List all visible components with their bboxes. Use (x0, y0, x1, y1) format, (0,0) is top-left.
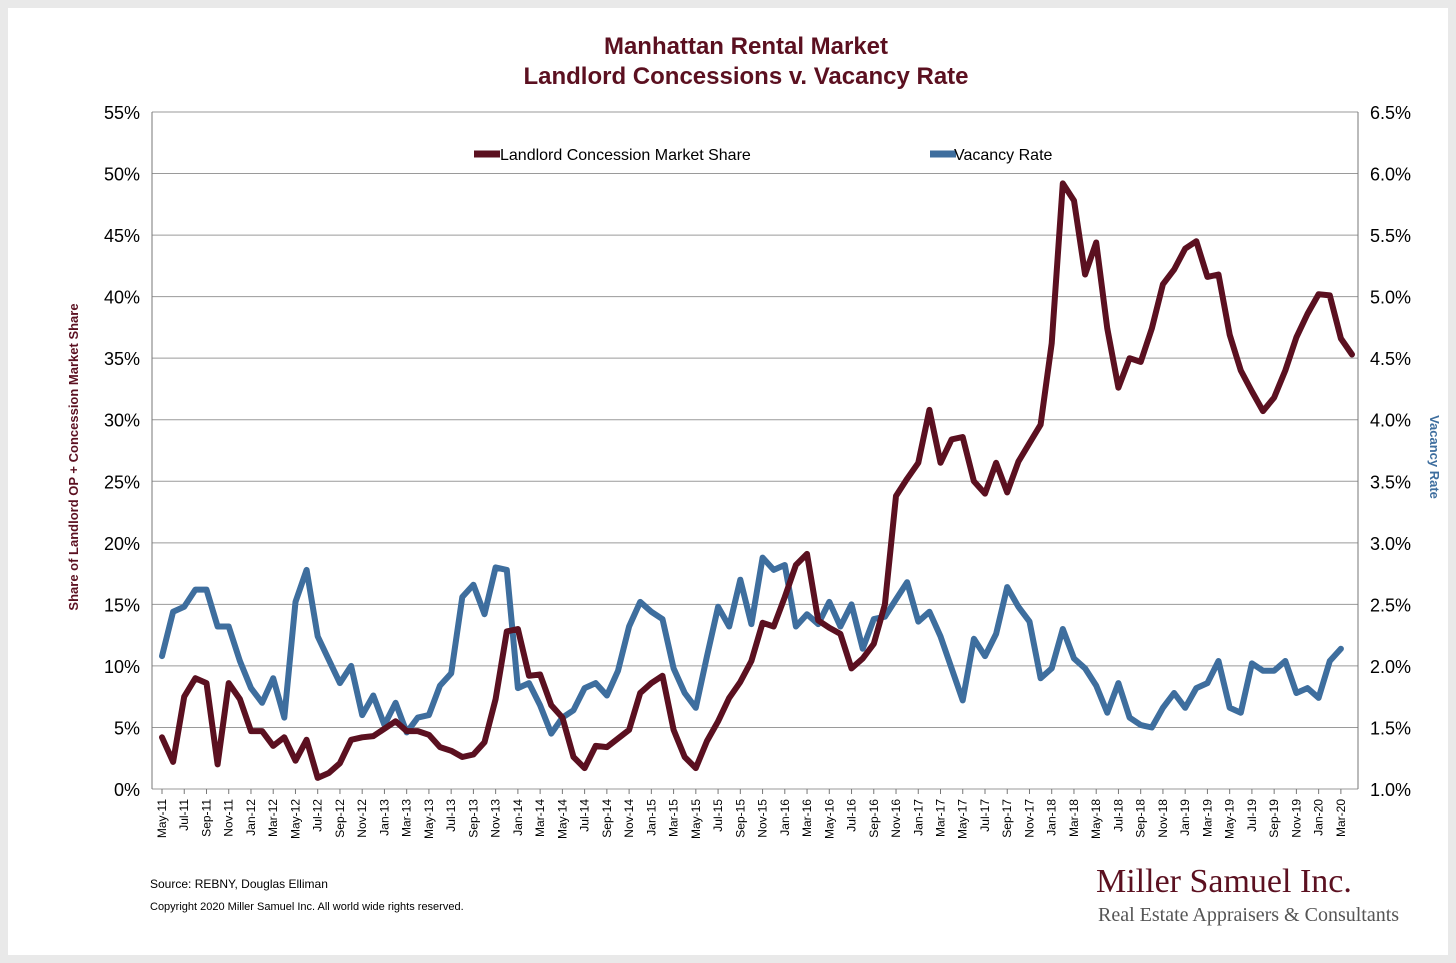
x-tick-label: May-13 (422, 799, 436, 839)
right-axis-label: Vacancy Rate (1427, 415, 1442, 499)
x-tick-label: Mar-15 (667, 799, 681, 837)
x-tick-label: Jan-19 (1178, 799, 1192, 836)
left-tick-label: 30% (104, 411, 140, 431)
left-axis-ticks: 0% 5% 10% 15% 20% 25% 30% 35% 40% 45% 50% 55% (104, 103, 140, 800)
x-tick-label: Jul-13 (444, 799, 458, 832)
x-tick-label: Jul-18 (1111, 799, 1125, 832)
left-tick-label: 5% (114, 718, 140, 738)
left-axis-label: Share of Landlord OP + Concession Market… (66, 303, 81, 610)
x-tick-label: Nov-15 (756, 799, 770, 838)
right-tick-label: 3.5% (1370, 472, 1411, 492)
x-tick-label: Jul-12 (311, 799, 325, 832)
series-lines (159, 180, 1355, 781)
left-tick-label: 10% (104, 657, 140, 677)
x-tick-label: May-11 (155, 799, 169, 838)
x-tick-label: May-16 (822, 799, 836, 839)
logo-title: Miller Samuel Inc. (1096, 863, 1352, 900)
chart-svg: Manhattan Rental Market Landlord Concess… (66, 33, 1442, 926)
x-tick-label: Jul-11 (177, 799, 191, 831)
x-tick-label: Nov-17 (1022, 799, 1036, 838)
x-tick-label: Jan-14 (511, 799, 525, 836)
x-tick-label: Jul-16 (845, 799, 859, 832)
x-tick-label: Mar-13 (400, 799, 414, 837)
x-tick-label: May-18 (1089, 799, 1103, 839)
chart-title: Manhattan Rental Market (604, 33, 888, 60)
x-tick-label: Jan-20 (1312, 799, 1326, 836)
right-tick-label: 2.5% (1370, 595, 1411, 615)
x-tick-label: May-12 (288, 799, 302, 839)
left-tick-label: 40% (104, 288, 140, 308)
right-tick-label: 4.5% (1370, 349, 1411, 369)
x-tick-label: Jul-15 (711, 799, 725, 832)
x-tick-label: Nov-14 (622, 799, 636, 838)
x-tick-label: Jul-14 (578, 799, 592, 832)
x-tick-label: May-19 (1223, 799, 1237, 839)
copyright-note: Copyright 2020 Miller Samuel Inc. All wo… (150, 901, 464, 913)
x-tick-label: Sep-13 (466, 799, 480, 838)
x-tick-label: Jan-18 (1045, 799, 1059, 836)
x-tick-label: Mar-17 (934, 799, 948, 837)
left-tick-label: 55% (104, 103, 140, 123)
x-tick-label: Mar-14 (533, 799, 547, 837)
x-tick-label: Sep-12 (333, 799, 347, 838)
x-tick-label: Sep-17 (1000, 799, 1014, 838)
x-tick-label: Mar-20 (1334, 799, 1348, 837)
x-tick-label: Nov-13 (489, 799, 503, 838)
left-tick-label: 25% (104, 472, 140, 492)
legend: Landlord Concession Market Share Vacancy… (474, 147, 1053, 164)
x-tick-label: Jan-17 (911, 799, 925, 836)
logo-subtitle: Real Estate Appraisers & Consultants (1098, 904, 1399, 926)
gridlines (152, 111, 1358, 790)
x-tick-label: Sep-11 (199, 799, 213, 837)
left-tick-label: 15% (104, 595, 140, 615)
right-tick-label: 1.0% (1370, 780, 1411, 800)
x-tick-label: Sep-19 (1267, 799, 1281, 838)
x-tick-label: Nov-12 (355, 799, 369, 838)
x-tick-label: May-17 (956, 799, 970, 839)
right-tick-label: 4.0% (1370, 411, 1411, 431)
x-tick-label: Jan-16 (778, 799, 792, 836)
x-tick-label: Mar-19 (1200, 799, 1214, 837)
left-tick-label: 20% (104, 534, 140, 554)
right-tick-label: 6.0% (1370, 165, 1411, 185)
x-tick-label: May-15 (689, 799, 703, 839)
left-tick-label: 35% (104, 349, 140, 369)
x-tick-label: Jul-17 (978, 799, 992, 832)
left-tick-label: 45% (104, 226, 140, 246)
concession-share-line (159, 180, 1355, 781)
x-axis-ticks: May-11 Jul-11 Sep-11 Nov-11 Jan-12 Mar-12 May-… (155, 789, 1348, 839)
chart-subtitle: Landlord Concessions v. Vacancy Rate (523, 63, 968, 90)
right-tick-label: 2.0% (1370, 657, 1411, 677)
legend-label-concession: Landlord Concession Market Share (500, 147, 751, 164)
right-axis-ticks: 1.0% 1.5% 2.0% 2.5% 3.0% 3.5% 4.0% 4.5% 5.0% 5.5%… (1370, 103, 1411, 800)
x-tick-label: Mar-12 (266, 799, 280, 837)
x-tick-label: Jan-12 (244, 799, 258, 836)
x-tick-label: Sep-14 (600, 799, 614, 838)
right-tick-label: 1.5% (1370, 718, 1411, 738)
x-tick-label: Jan-15 (644, 799, 658, 836)
x-tick-label: Jan-13 (377, 799, 391, 836)
x-tick-label: Sep-16 (867, 799, 881, 838)
x-tick-label: Nov-19 (1289, 799, 1303, 838)
left-tick-label: 0% (114, 780, 140, 800)
right-tick-label: 3.0% (1370, 534, 1411, 554)
axes (151, 112, 1359, 789)
source-note: Source: REBNY, Douglas Elliman (150, 877, 328, 891)
x-tick-label: Sep-15 (733, 799, 747, 838)
right-tick-label: 5.0% (1370, 288, 1411, 308)
right-tick-label: 5.5% (1370, 226, 1411, 246)
x-tick-label: Jul-19 (1245, 799, 1259, 832)
x-tick-label: Mar-16 (800, 799, 814, 837)
vacancy-rate-line (159, 554, 1344, 737)
x-tick-label: May-14 (555, 799, 569, 839)
right-tick-label: 6.5% (1370, 103, 1411, 123)
left-tick-label: 50% (104, 165, 140, 185)
x-tick-label: Nov-18 (1156, 799, 1170, 838)
legend-label-vacancy: Vacancy Rate (954, 147, 1053, 164)
x-tick-label: Mar-18 (1067, 799, 1081, 837)
x-tick-label: Nov-11 (222, 799, 236, 837)
chart-frame: Manhattan Rental Market Landlord Concess… (8, 8, 1448, 955)
x-tick-label: Sep-18 (1134, 799, 1148, 838)
x-tick-label: Nov-16 (889, 799, 903, 838)
